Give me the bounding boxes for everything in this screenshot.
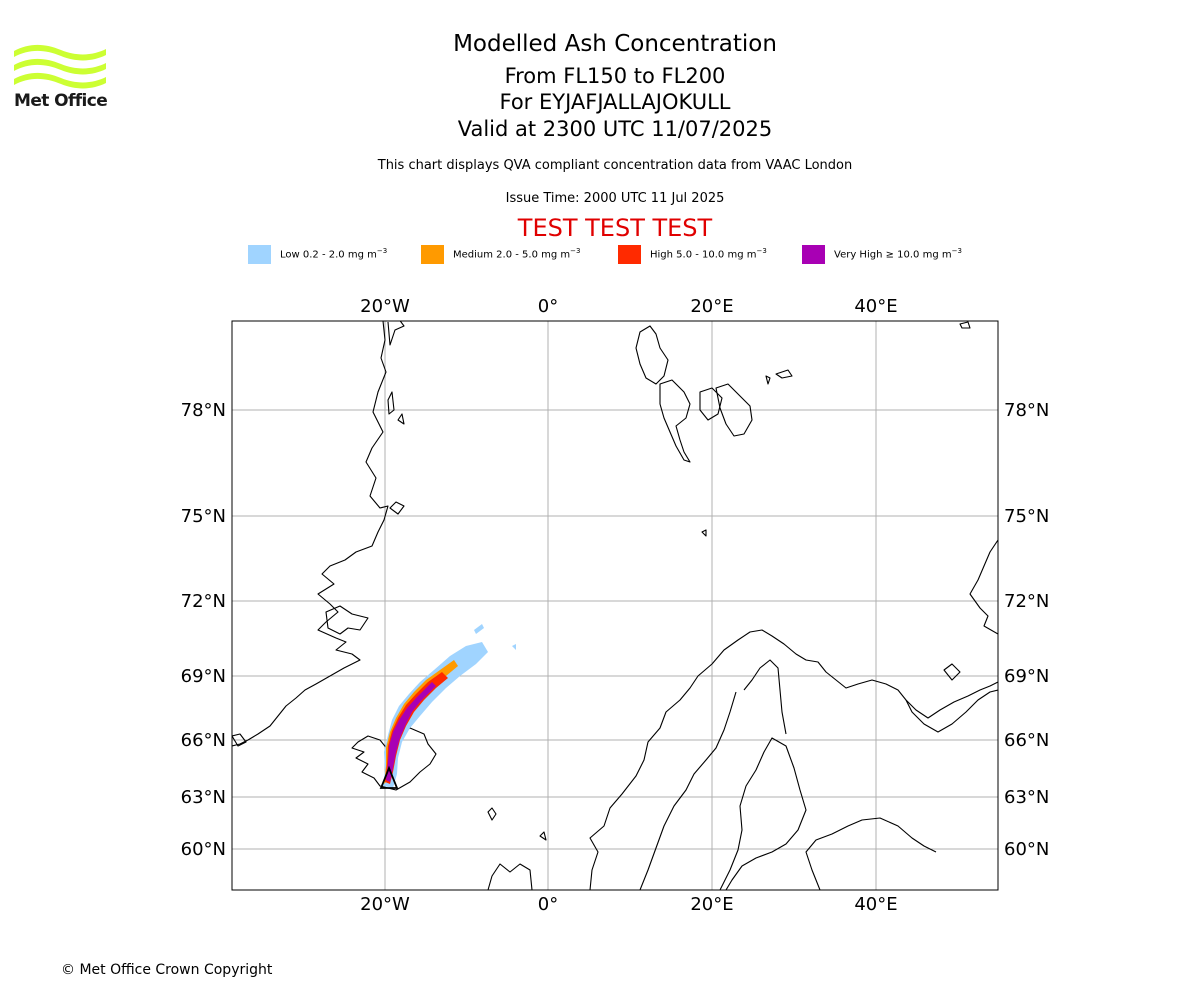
lon-label-bottom-0: 0° [538, 894, 558, 915]
lon-label-bottom-20w: 20°W [360, 894, 410, 915]
legend-swatch-low [248, 244, 271, 264]
legend-item-very-high: Very High ≥ 10.0 mg m−3 [802, 244, 962, 264]
volcano-name: For EYJAFJALLAJOKULL [499, 90, 731, 114]
ash-low-speck [512, 644, 516, 650]
valid-time: Valid at 2300 UTC 11/07/2025 [457, 117, 773, 141]
lon-labels-bottom: 20°W 0° 20°E 40°E [360, 894, 897, 915]
map-frame [231, 320, 999, 891]
legend-swatch-high [618, 244, 641, 264]
lat-label-right-63n: 63°N [1004, 787, 1049, 808]
chart-title: Modelled Ash Concentration [453, 31, 777, 57]
legend-unit-medium: −3 [570, 247, 581, 256]
lat-label-left-75n: 75°N [181, 506, 226, 527]
flight-level-range: From FL150 to FL200 [504, 64, 726, 88]
legend-unit-high: −3 [756, 247, 767, 256]
legend-label-low: Low 0.2 - 2.0 mg m [280, 249, 377, 261]
lat-label-right-69n: 69°N [1004, 666, 1049, 687]
lat-label-left-66n: 66°N [181, 730, 226, 751]
test-banner: TEST TEST TEST [517, 214, 713, 242]
lat-label-right-75n: 75°N [1004, 506, 1049, 527]
chart-subtitle: This chart displays QVA compliant concen… [377, 158, 853, 173]
lat-label-right-78n: 78°N [1004, 400, 1049, 421]
lat-labels-left: 78°N 75°N 72°N 69°N 66°N 63°N 60°N [181, 400, 226, 860]
volcano-marker [379, 765, 399, 789]
lat-label-right-72n: 72°N [1004, 591, 1049, 612]
legend-label-very-high: Very High ≥ 10.0 mg m [834, 249, 952, 261]
map-gridlines [232, 321, 998, 890]
legend-label-high: High 5.0 - 10.0 mg m [650, 249, 757, 261]
lon-label-bottom-40e: 40°E [854, 894, 897, 915]
met-office-brand: Met Office [14, 91, 108, 111]
coastlines [232, 321, 998, 890]
lat-labels-right: 78°N 75°N 72°N 69°N 66°N 63°N 60°N [1004, 400, 1049, 860]
lon-label-top-20e: 20°E [690, 296, 733, 317]
copyright: © Met Office Crown Copyright [61, 962, 273, 978]
lon-labels-top: 20°W 0° 20°E 40°E [360, 296, 897, 317]
lon-label-top-20w: 20°W [360, 296, 410, 317]
lat-label-left-63n: 63°N [181, 787, 226, 808]
met-office-logo [14, 44, 106, 89]
lat-label-right-66n: 66°N [1004, 730, 1049, 751]
lat-label-left-60n: 60°N [181, 839, 226, 860]
lon-label-top-0: 0° [538, 296, 558, 317]
lat-label-left-69n: 69°N [181, 666, 226, 687]
lon-label-bottom-20e: 20°E [690, 894, 733, 915]
legend-unit-very-high: −3 [951, 247, 962, 256]
legend-label-medium: Medium 2.0 - 5.0 mg m [453, 249, 571, 261]
legend-item-medium: Medium 2.0 - 5.0 mg m−3 [421, 244, 580, 264]
legend-unit-low: −3 [376, 247, 388, 256]
lat-label-left-78n: 78°N [181, 400, 226, 421]
issue-time: Issue Time: 2000 UTC 11 Jul 2025 [505, 191, 725, 206]
ash-low-patch [474, 624, 484, 634]
legend-swatch-very-high [802, 244, 825, 264]
lat-label-right-60n: 60°N [1004, 839, 1049, 860]
lon-label-top-40e: 40°E [854, 296, 897, 317]
legend-item-low: Low 0.2 - 2.0 mg m−3 [248, 244, 387, 264]
legend-item-high: High 5.0 - 10.0 mg m−3 [618, 244, 767, 264]
legend-swatch-medium [421, 244, 444, 264]
lat-label-left-72n: 72°N [181, 591, 226, 612]
